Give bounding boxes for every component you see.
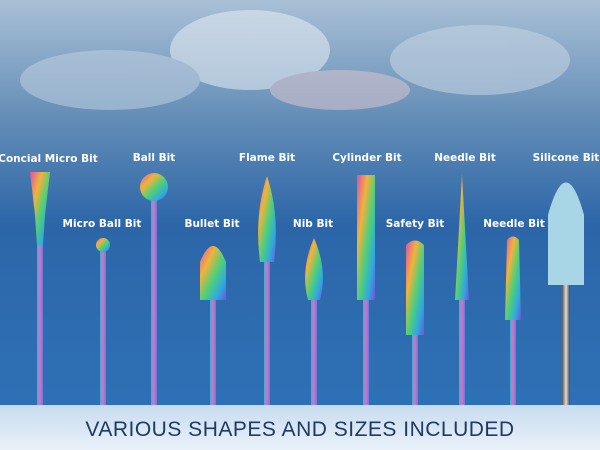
bit-label: Nib Bit xyxy=(293,218,333,230)
banner xyxy=(0,405,600,450)
banner-text: VARIOUS SHAPES AND SIZES INCLUDED xyxy=(85,418,514,441)
bit-label: Needle Bit xyxy=(483,218,545,230)
drill-bits xyxy=(30,172,584,405)
bit-label: Silicone Bit xyxy=(533,152,600,164)
bit-label: Flame Bit xyxy=(239,152,295,164)
bit-labels: Concial Micro Bit Ball Bit Flame Bit Cyl… xyxy=(0,152,599,230)
background-photo xyxy=(20,10,570,110)
bit-label: Bullet Bit xyxy=(184,218,239,230)
bit-label: Concial Micro Bit xyxy=(0,153,98,165)
bit-label: Safety Bit xyxy=(386,218,444,230)
bit-label: Micro Ball Bit xyxy=(63,218,142,230)
bit-label: Needle Bit xyxy=(434,152,496,164)
bit-label: Cylinder Bit xyxy=(332,152,401,164)
bit-label: Ball Bit xyxy=(133,152,176,164)
